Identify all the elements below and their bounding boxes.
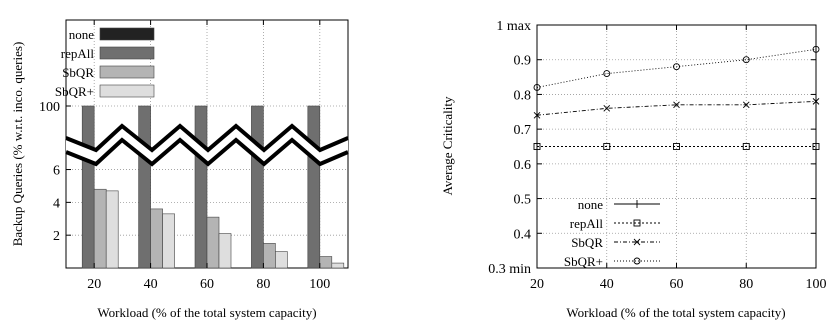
- point-marker: [633, 219, 641, 227]
- left-axis-break: [65, 123, 349, 167]
- right-x-tick-label: 40: [600, 277, 614, 292]
- point-marker: [533, 84, 541, 91]
- right-y-tick-label: 0.3 min: [488, 262, 531, 277]
- point-marker: [673, 143, 680, 150]
- bar: [275, 251, 288, 269]
- bar: [194, 105, 208, 269]
- right-x-tick-label: 80: [739, 277, 753, 292]
- right-y-tick-label: 1 max: [496, 19, 531, 34]
- bar: [331, 262, 345, 269]
- point-marker: [603, 104, 611, 112]
- bar: [150, 208, 163, 269]
- left-y-ticks: 2 4 6 100: [39, 100, 71, 244]
- left-x-ticks: 20 40 60 80 100: [87, 20, 330, 292]
- legend-label: repAll: [570, 216, 604, 231]
- bar: [218, 233, 232, 269]
- point-marker: [673, 101, 680, 109]
- point-marker: [633, 257, 641, 265]
- bar: [319, 256, 333, 269]
- point-marker: [742, 143, 750, 150]
- left-legend: none repAll SbQR SbQR+: [55, 27, 155, 99]
- right-x-tick-label: 60: [670, 277, 684, 292]
- marker-stroke: [812, 98, 820, 105]
- right-x-tick-label: 20: [530, 277, 544, 292]
- point-marker: [603, 143, 611, 150]
- legend-label: SbQR+: [564, 254, 603, 269]
- legend-label: SbQR: [571, 235, 603, 250]
- point-marker: [812, 45, 820, 53]
- right-y-tick-label: 0.8: [514, 88, 532, 103]
- left-x-tick-label: 40: [144, 277, 158, 292]
- point-marker: [742, 56, 750, 64]
- left-x-tick-label: 80: [256, 277, 270, 292]
- right-x-ticks: 20 40 60 80 100: [530, 25, 827, 292]
- right-y-tick-label: 0.7: [514, 123, 532, 138]
- point-marker: [633, 200, 641, 208]
- right-y-tick-label: 0.5: [514, 193, 532, 208]
- point-marker: [673, 63, 680, 71]
- legend-label: none: [578, 197, 604, 212]
- marker-stroke: [673, 101, 680, 109]
- legend-swatch: [99, 46, 155, 60]
- bar: [81, 105, 95, 269]
- left-y-axis-label: Backup Queries (% w.r.t. inco. queries): [10, 42, 25, 247]
- bar: [93, 188, 107, 269]
- axis-break-line: [65, 137, 349, 167]
- legend-label: repAll: [61, 46, 95, 61]
- average-criticality-chart: 0.3 min 0.4 0.5 0.6 0.7 0.8 0.9 1 max 20 40 60 80 1…: [440, 19, 827, 320]
- left-x-tick-label: 20: [87, 277, 101, 292]
- bar: [138, 105, 151, 269]
- bar: [206, 216, 220, 269]
- left-y-tick-label: 4: [53, 196, 60, 211]
- point-marker: [533, 111, 541, 119]
- marker-stroke: [533, 111, 541, 119]
- marker-stroke: [603, 104, 611, 112]
- right-y-ticks: 0.3 min 0.4 0.5 0.6 0.7 0.8 0.9 1 max: [488, 19, 816, 277]
- series-line: [536, 48, 817, 88]
- right-legend: none repAll SbQR SbQR+: [564, 197, 660, 269]
- point-marker: [533, 143, 541, 150]
- series-line: [536, 100, 817, 116]
- left-y-tick-label: 6: [53, 164, 60, 179]
- right-y-tick-label: 0.9: [514, 54, 532, 69]
- legend-label: none: [69, 27, 95, 42]
- point-marker: [812, 143, 820, 150]
- backup-queries-chart: 2 4 6 100 20 40 60 80 100 none repAll SbQR SbQR+ W…: [10, 19, 349, 320]
- bar: [162, 213, 175, 269]
- marker-stroke: [633, 238, 641, 246]
- point-marker: [742, 101, 750, 109]
- left-y-tick-label: 100: [39, 100, 60, 115]
- left-x-tick-label: 60: [200, 277, 214, 292]
- axis-break-band: [66, 126, 348, 164]
- left-y-tick-label: 2: [53, 229, 60, 244]
- right-x-tick-label: 100: [806, 277, 827, 292]
- legend-swatch: [99, 84, 155, 98]
- left-x-axis-label: Workload (% of the total system capacity…: [97, 305, 316, 320]
- legend-label: SbQR: [62, 65, 94, 80]
- right-y-axis-label: Average Criticality: [440, 96, 455, 196]
- bar: [307, 105, 321, 269]
- point-marker: [603, 70, 611, 78]
- legend-label: SbQR+: [55, 84, 94, 99]
- legend-swatch: [99, 27, 155, 41]
- bar: [251, 105, 264, 269]
- right-x-axis-label: Workload (% of the total system capacity…: [566, 305, 785, 320]
- bar: [263, 243, 276, 269]
- bar: [105, 190, 119, 269]
- right-y-tick-label: 0.4: [514, 227, 532, 242]
- marker-stroke: [742, 101, 750, 109]
- right-y-tick-label: 0.6: [514, 158, 532, 173]
- legend-swatch: [99, 65, 155, 79]
- point-marker: [812, 98, 820, 105]
- left-x-tick-label: 100: [309, 277, 330, 292]
- point-marker: [633, 238, 641, 246]
- axis-break-line: [65, 123, 349, 153]
- right-series-lines: [533, 45, 820, 150]
